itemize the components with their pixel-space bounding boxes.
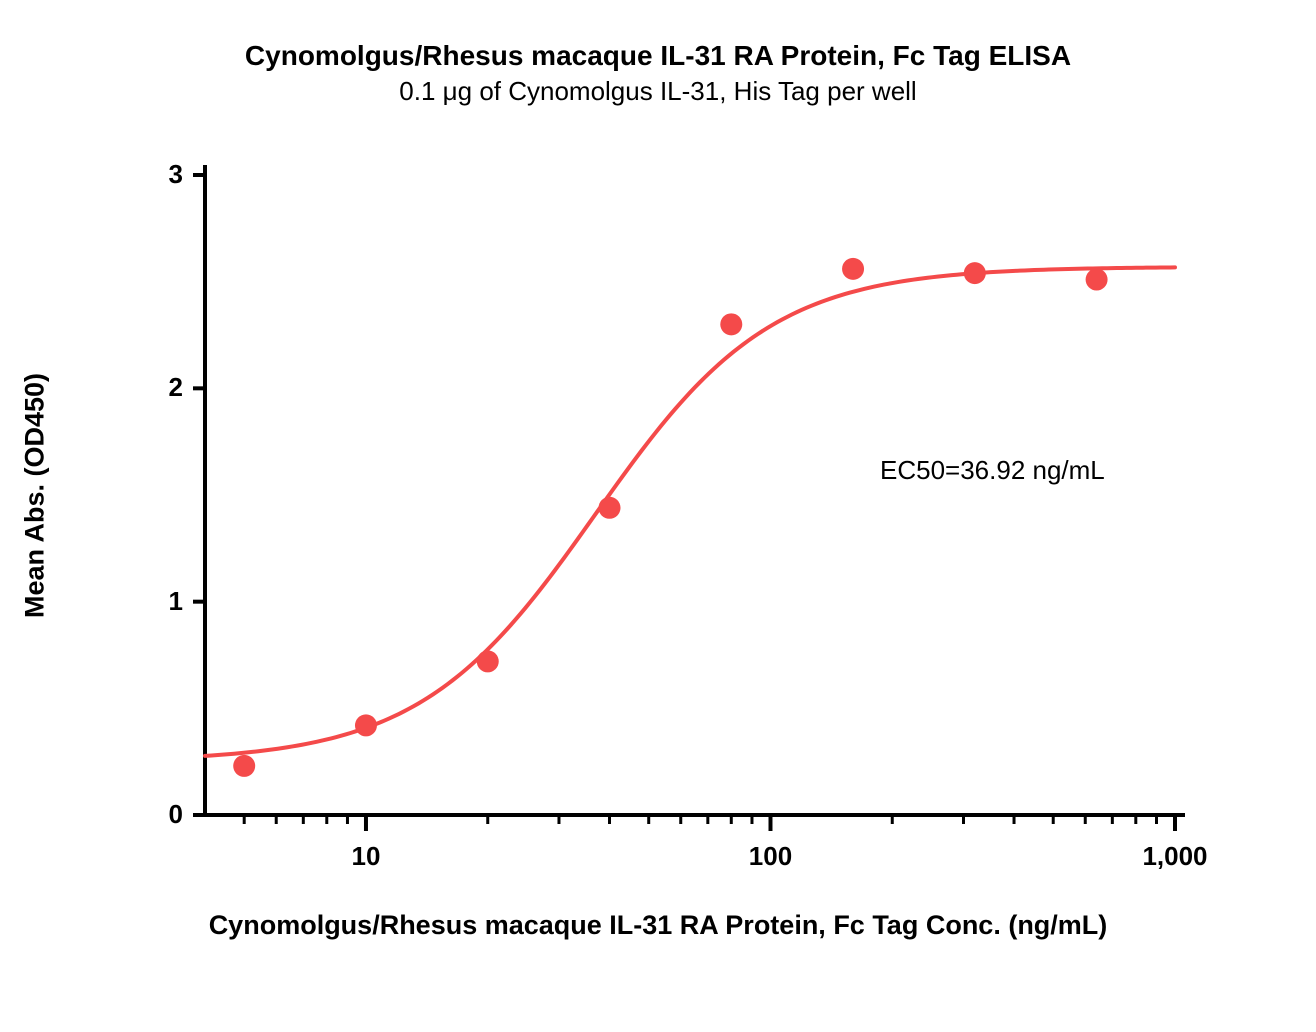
x-tick-label: 10 xyxy=(316,841,416,872)
x-tick-label: 1,000 xyxy=(1125,841,1225,872)
chart-container: Cynomolgus/Rhesus macaque IL-31 RA Prote… xyxy=(0,0,1316,1032)
y-tick-label: 1 xyxy=(169,586,183,617)
y-tick-label: 0 xyxy=(169,799,183,830)
y-tick-label: 3 xyxy=(169,159,183,190)
plot-svg xyxy=(0,0,1316,1032)
y-tick-label: 2 xyxy=(169,372,183,403)
x-tick-label: 100 xyxy=(720,841,820,872)
